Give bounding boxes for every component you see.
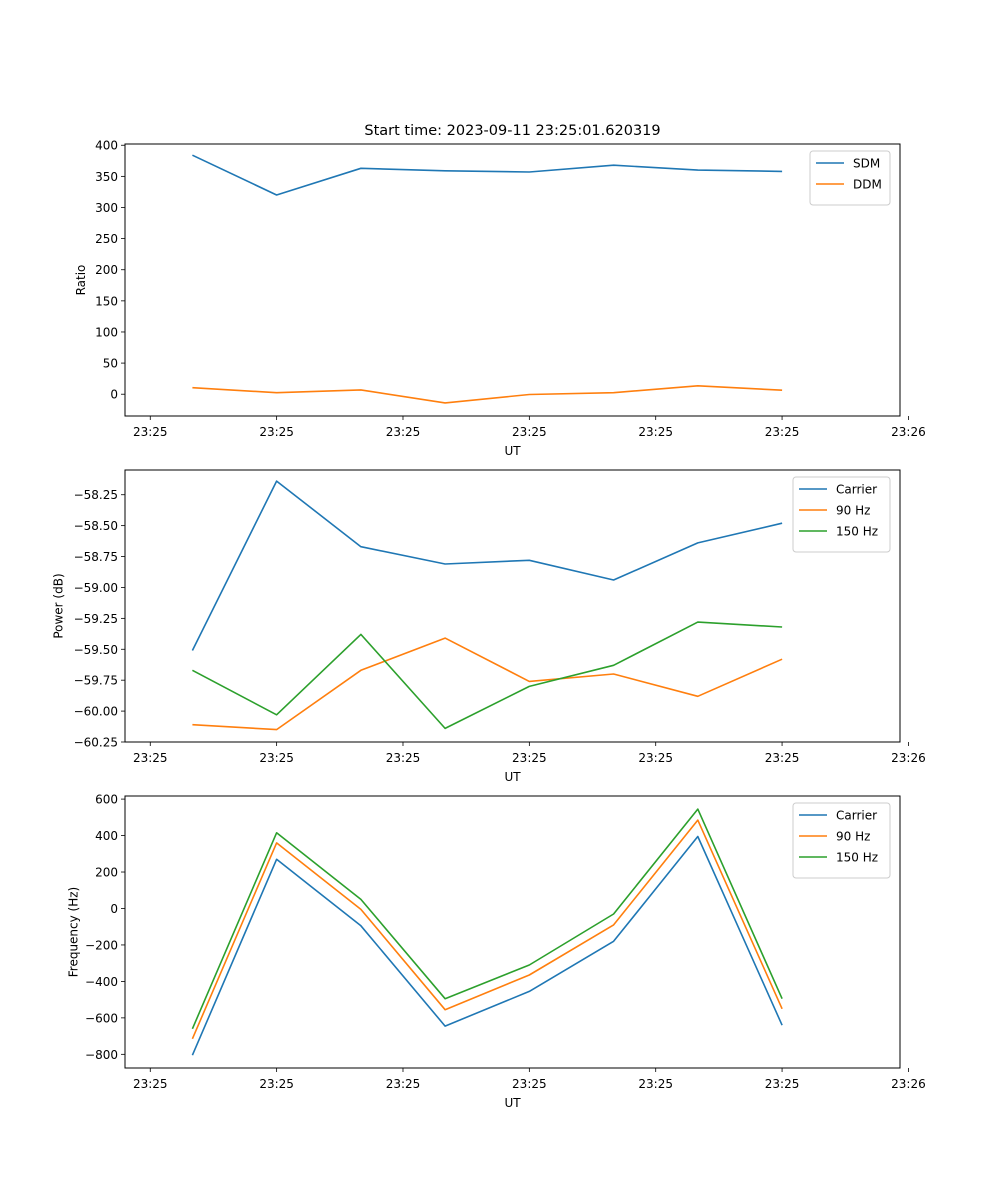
x-tick-label: 23:25 [638,425,673,439]
x-tick-label: 23:25 [638,751,673,765]
x-axis-label: UT [504,444,521,458]
legend-box [809,150,891,206]
y-tick-label: −58.75 [74,550,118,564]
chart-panels: 23:25 23:25 23:25 23:25 23:25 23:25 23:26 0 50 10… [51,139,925,1110]
y-tick-label: 600 [95,793,118,807]
x-axis-label: UT [504,770,521,784]
y-tick-label: −59.00 [74,581,118,595]
legend-label: 150 Hz [836,851,878,865]
legend: Carrier 90 Hz 150 Hz [792,476,891,553]
y-axis-label: Ratio [74,265,88,296]
y-axis-label: Frequency (Hz) [67,887,81,978]
y-tick-label: 50 [103,357,118,371]
y-tick-label: 0 [110,388,118,402]
x-tick-label: 23:25 [765,751,800,765]
y-tick-label: 300 [95,201,118,215]
y-tick-label: −800 [85,1048,118,1062]
x-axis-label: UT [504,1096,521,1110]
y-tick-label: 250 [95,232,118,246]
x-tick-label: 23:25 [638,1077,673,1091]
series-line-90-hz [191,819,783,1040]
x-tick-label: 23:25 [765,1077,800,1091]
y-axis-label: Power (dB) [51,573,65,638]
y-tick-label: −59.75 [74,674,118,688]
y-tick-label: 200 [95,866,118,880]
x-tick-label: 23:25 [133,751,168,765]
chart-panel-1: 23:25 23:25 23:25 23:25 23:25 23:25 23:26 0 50 10… [74,139,926,458]
x-tick-label: 23:25 [386,751,421,765]
y-tick-label: −58.50 [74,519,118,533]
x-tick-label: 23:25 [259,425,294,439]
y-tick-label: 150 [95,294,118,308]
y-tick-label: 100 [95,325,118,339]
x-tick-label: 23:26 [891,425,926,439]
series-line-carrier [191,835,783,1056]
series-line-ddm [192,384,783,404]
y-tick-label: −600 [85,1011,118,1025]
series-line-90-hz [192,637,783,731]
series-line-150-hz [192,621,783,730]
x-tick-label: 23:25 [386,425,421,439]
y-tick-label: −60.25 [74,736,118,750]
legend-label: SDM [853,157,880,171]
x-tick-label: 23:25 [512,425,547,439]
y-tick-label: 350 [95,170,118,184]
y-tick-label: −200 [85,938,118,952]
y-tick-label: 200 [95,263,118,277]
y-tick-label: 0 [110,902,118,916]
legend: SDM DDM [809,150,891,206]
series-line-sdm [192,154,783,196]
legend-label: 90 Hz [836,504,870,518]
x-tick-label: 23:25 [259,1077,294,1091]
legend-label: Carrier [836,809,877,823]
legend-label: 150 Hz [836,525,878,539]
legend-label: Carrier [836,483,877,497]
figure-title: Start time: 2023-09-11 23:25:01.620319 [364,123,660,139]
x-tick-label: 23:25 [133,425,168,439]
y-tick-label: 400 [95,139,118,153]
x-tick-label: 23:25 [512,751,547,765]
x-tick-label: 23:25 [512,1077,547,1091]
axes-frame [124,143,901,417]
legend-box [792,802,891,879]
chart-panel-2: 23:25 23:25 23:25 23:25 23:25 23:25 23:26 −60.2… [51,469,926,784]
y-tick-label: −60.00 [74,705,118,719]
y-tick-label: −58.25 [74,488,118,502]
x-tick-label: 23:25 [259,751,294,765]
series-line-carrier [191,480,783,651]
legend-label: 90 Hz [836,830,870,844]
axes-frame [124,469,901,743]
y-tick-label: −59.25 [74,612,118,626]
x-tick-label: 23:26 [891,1077,926,1091]
x-tick-label: 23:26 [891,751,926,765]
x-tick-label: 23:25 [386,1077,421,1091]
y-tick-label: −59.50 [74,643,118,657]
x-tick-label: 23:25 [133,1077,168,1091]
legend-label: DDM [853,178,882,192]
chart-panel-3: 23:25 23:25 23:25 23:25 23:25 23:25 23:26 −800 −… [67,793,926,1110]
y-tick-label: −400 [85,975,118,989]
series-line-150-hz [191,808,783,1030]
legend-box [792,476,891,553]
x-tick-label: 23:25 [765,425,800,439]
axes-frame [124,795,901,1069]
y-tick-label: 400 [95,829,118,843]
legend: Carrier 90 Hz 150 Hz [792,802,891,879]
